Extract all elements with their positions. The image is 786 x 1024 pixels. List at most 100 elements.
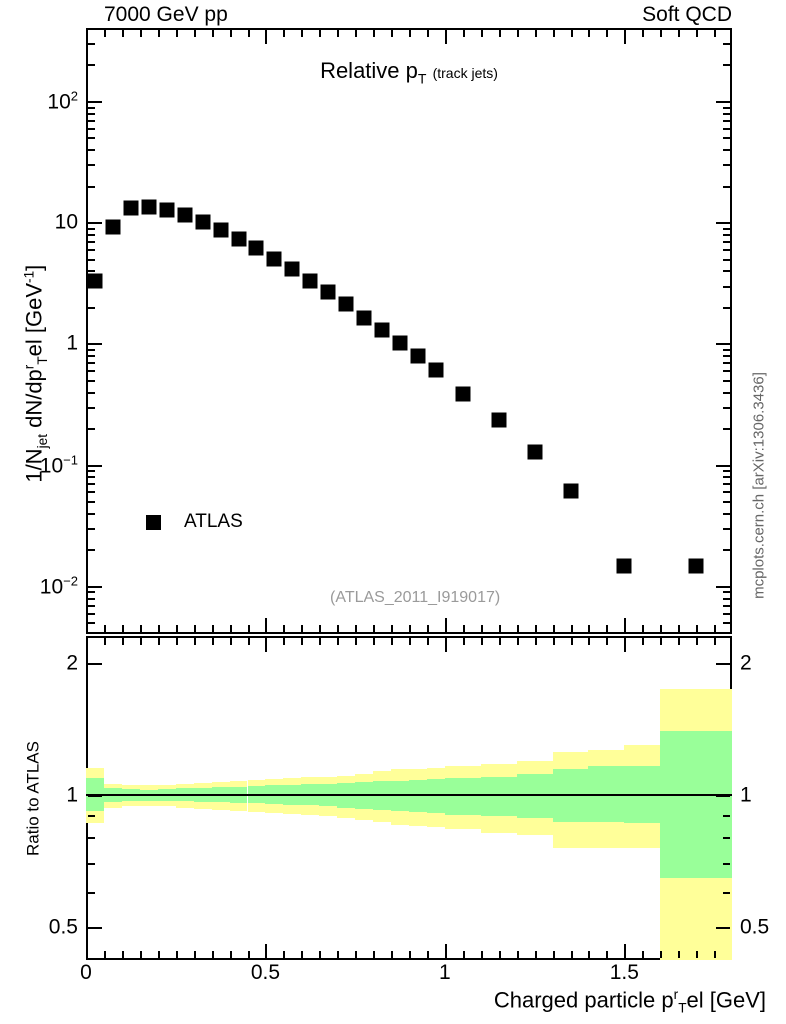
x-tick-ratio-top <box>534 638 537 645</box>
x-tick-ratio-top <box>193 638 196 645</box>
x-tick-main-bottom <box>211 625 214 632</box>
y-tick-main <box>88 483 95 486</box>
x-tick-ratio-bottom <box>714 951 717 958</box>
data-point-marker <box>688 558 704 574</box>
x-tick-ratio-top <box>606 638 609 645</box>
x-tick-ratio-bottom <box>319 951 322 958</box>
x-tick-label: 1 <box>439 961 451 984</box>
x-tick-ratio-top <box>355 638 358 645</box>
y-tick-main <box>88 43 95 46</box>
x-tick-ratio-bottom <box>480 951 483 958</box>
x-tick-ratio-bottom <box>462 951 465 958</box>
data-point-marker <box>248 240 264 256</box>
x-tick-main-bottom <box>301 625 304 632</box>
y-tick-main-right <box>723 270 730 273</box>
x-tick-ratio-top <box>391 638 394 645</box>
y-tick-main <box>88 622 95 625</box>
y-tick-ratio-right <box>723 862 730 865</box>
x-tick-main-top <box>373 30 376 37</box>
y-tick-main <box>88 106 95 109</box>
x-tick-main-top <box>211 30 214 37</box>
x-tick-ratio-bottom <box>391 951 394 958</box>
x-tick-main-bottom <box>283 625 286 632</box>
data-point-marker <box>195 214 211 230</box>
y-tick-main <box>88 501 95 504</box>
x-tick-ratio-bottom <box>696 951 699 958</box>
x-tick-ratio-bottom <box>139 951 142 958</box>
y-tick-main <box>88 612 95 615</box>
y-tick-main-right <box>723 604 730 607</box>
xtitle-a-sup: r <box>673 987 679 1002</box>
x-tick-ratio-top <box>552 638 555 645</box>
x-tick-ratio-top <box>157 638 160 645</box>
mcplots-watermark: mcplots.cern.ch [arXiv:1306.3436] <box>750 372 768 599</box>
y-tick-ratio-right <box>723 814 730 817</box>
y-tick-label-ratio-left: 2 <box>66 651 78 675</box>
y-tick-main-right <box>723 137 730 140</box>
y-tick-ratio <box>88 662 102 665</box>
data-point-marker <box>213 222 229 238</box>
ytitle-d: ] <box>21 264 47 271</box>
y-tick-main <box>88 100 102 103</box>
x-tick-ratio-bottom <box>678 951 681 958</box>
x-tick-main-bottom <box>552 625 555 632</box>
x-tick-ratio-top <box>624 638 627 652</box>
y-tick-ratio <box>88 814 95 817</box>
y-tick-label-main: 10−2 <box>39 573 78 599</box>
x-tick-ratio-bottom <box>570 951 573 958</box>
y-tick-main <box>88 362 95 365</box>
y-tick-main <box>88 137 95 140</box>
x-tick-ratio-top <box>409 638 411 645</box>
y-tick-label-main: 10−1 <box>39 452 78 478</box>
x-tick-main-top <box>480 30 483 37</box>
y-tick-main <box>88 112 95 115</box>
x-tick-ratio-top <box>283 638 286 645</box>
data-point-marker <box>159 202 175 218</box>
x-tick-main-top <box>678 30 681 37</box>
plot-title: Relative pT (track jets) <box>86 58 732 86</box>
y-tick-main-right <box>723 233 730 236</box>
y-tick-main-right <box>723 185 730 188</box>
x-tick-main-bottom <box>570 625 573 632</box>
ytitle-b-sub: T <box>35 356 51 365</box>
y-tick-label-main: 1 <box>66 331 78 355</box>
x-tick-main-top <box>714 30 717 37</box>
x-tick-main-bottom <box>175 625 178 632</box>
x-tick-ratio-bottom <box>121 951 124 958</box>
ratio-inner-band <box>444 778 481 815</box>
y-tick-main-right <box>723 483 730 486</box>
data-point-marker <box>428 362 444 378</box>
x-tick-ratio-top <box>103 638 106 645</box>
ratio-inner-band <box>409 780 427 812</box>
x-tick-ratio-bottom <box>642 951 645 958</box>
data-point-marker <box>563 483 578 499</box>
x-tick-main-bottom <box>337 625 340 632</box>
y-tick-main-right <box>723 612 730 615</box>
x-tick-main-bottom <box>606 625 609 632</box>
y-tick-main <box>88 355 95 358</box>
data-point-marker <box>320 284 336 300</box>
y-tick-main-right <box>723 406 730 409</box>
x-tick-ratio-top <box>660 638 663 645</box>
x-tick-ratio-top <box>121 638 124 645</box>
y-tick-main <box>88 64 95 67</box>
y-tick-main <box>88 428 95 431</box>
x-tick-ratio-bottom <box>444 944 447 958</box>
y-tick-main <box>88 222 102 225</box>
x-tick-main-bottom <box>480 625 483 632</box>
x-tick-main-bottom <box>391 625 394 632</box>
y-tick-main-right <box>723 164 730 167</box>
x-tick-ratio-bottom <box>588 951 591 958</box>
x-tick-ratio-top <box>247 638 250 645</box>
y-tick-main <box>88 343 102 346</box>
x-tick-ratio-top <box>696 638 699 645</box>
plot-title-main: Relative p <box>320 58 418 83</box>
y-tick-label-ratio-right: 2 <box>740 651 752 675</box>
x-tick-main-top <box>355 30 358 37</box>
x-tick-main-bottom <box>534 625 537 632</box>
x-tick-ratio-bottom <box>229 951 232 958</box>
ytitle-b-sup: r <box>21 364 37 370</box>
y-tick-main <box>88 306 95 309</box>
x-tick-main-bottom <box>516 625 519 632</box>
